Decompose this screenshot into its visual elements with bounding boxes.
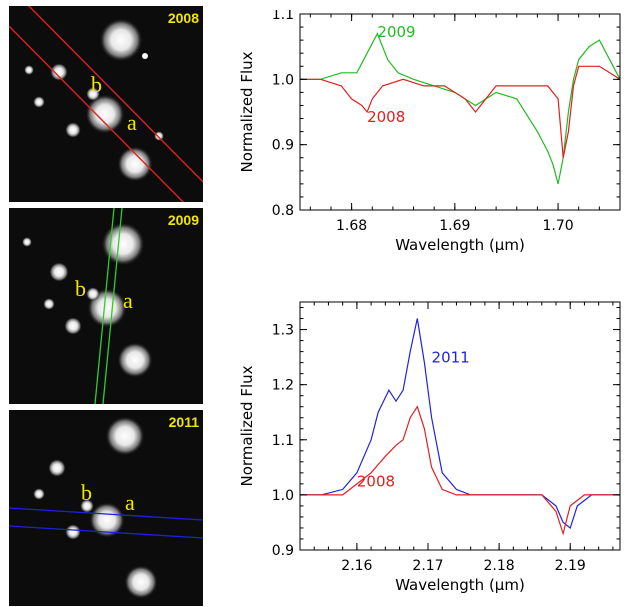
series-line-2011-0 <box>300 318 620 530</box>
year-label: 2008 <box>167 10 199 26</box>
star-field-2011 <box>9 410 203 606</box>
plot-frame <box>299 301 621 551</box>
source-a-label: a <box>127 110 137 135</box>
series-line-2009-0 <box>300 32 621 185</box>
slit-line <box>27 6 203 183</box>
series-annotation-2008: 2008 <box>367 108 405 126</box>
x-axis-label: Wavelength (μm) <box>395 576 525 594</box>
plot-frame <box>299 13 621 211</box>
year-label: 2011 <box>168 414 199 430</box>
slit-line <box>94 208 115 404</box>
y-axis-label: Normalized Flux <box>238 365 256 486</box>
series-annotation-2009: 2009 <box>377 23 415 41</box>
spectrum-chart-h-band: 1.68 1.69 1.70 0.8 0.9 1.0 1.1 Wavelength (μm) N… <box>238 10 621 254</box>
image-panel-2008: 2008 b a <box>9 6 203 202</box>
slit-line <box>9 507 203 521</box>
series-annotation-2008: 2008 <box>357 473 395 491</box>
image-panel-2011: 2011 b a <box>9 410 203 606</box>
source-a-label: a <box>123 288 133 313</box>
x-tick-label: 2.16 <box>341 558 372 574</box>
y-tick-label: 1.1 <box>272 433 294 449</box>
spectrum-chart-k-band: 2.16 2.17 2.18 2.19 0.9 1.0 1.1 1.2 1.3 Wavelengt… <box>238 301 621 594</box>
x-tick-label: 1.68 <box>336 218 367 234</box>
y-tick-label: 1.1 <box>272 10 294 23</box>
y-tick-label: 0.8 <box>272 203 294 219</box>
y-tick-label: 1.0 <box>272 72 294 88</box>
year-label: 2009 <box>167 212 199 228</box>
series-annotation-2011: 2011 <box>432 349 470 367</box>
source-b-label: b <box>75 276 86 301</box>
star-field-2009 <box>9 208 203 404</box>
y-tick-label: 0.9 <box>272 543 294 559</box>
y-tick-label: 0.9 <box>272 138 294 154</box>
y-tick-label: 1.2 <box>272 378 294 394</box>
star-field-2008 <box>9 6 203 202</box>
series-line-2008-1 <box>300 405 620 536</box>
series-line-2008-1 <box>300 65 621 158</box>
slit-line <box>9 25 185 202</box>
x-tick-label: 2.19 <box>555 558 586 574</box>
y-axis-label: Normalized Flux <box>238 51 256 172</box>
source-b-label: b <box>81 480 92 505</box>
x-tick-label: 1.69 <box>439 218 470 234</box>
y-tick-label: 1.0 <box>272 488 294 504</box>
source-b-label: b <box>91 72 102 97</box>
x-axis-label: Wavelength (μm) <box>395 236 525 254</box>
x-tick-label: 2.17 <box>412 558 443 574</box>
y-tick-label: 1.3 <box>272 323 294 339</box>
image-panel-2009: 2009 b a <box>9 208 203 404</box>
slit-line <box>102 208 123 404</box>
slit-line <box>9 525 203 539</box>
x-tick-label: 1.70 <box>542 218 573 234</box>
source-a-label: a <box>125 490 135 515</box>
x-tick-label: 2.18 <box>484 558 515 574</box>
